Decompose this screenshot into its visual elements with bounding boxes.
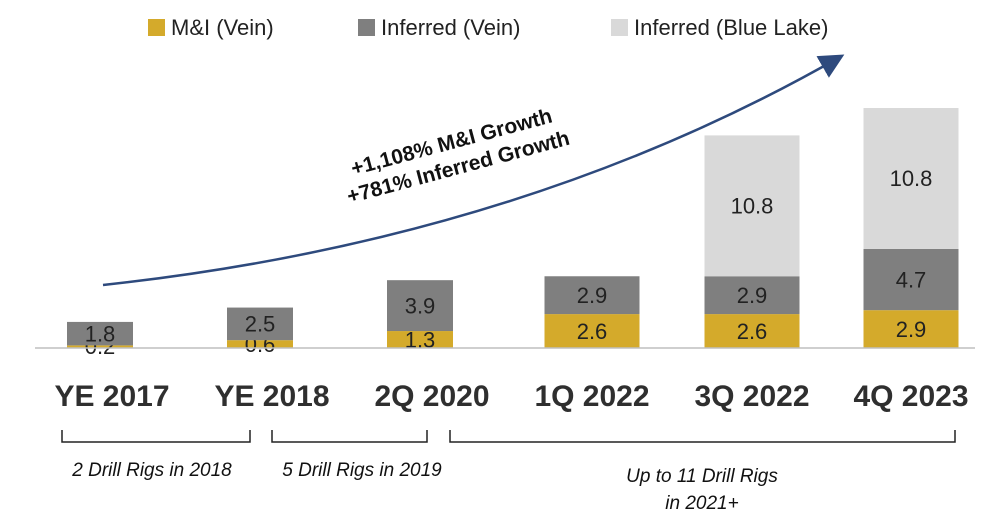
bar-segment [67, 345, 133, 348]
value-label: 2.6 [577, 319, 608, 344]
legend-swatch [148, 19, 165, 36]
x-tick-label: YE 2018 [214, 380, 329, 413]
value-label: 2.6 [737, 319, 768, 344]
x-tick-label: 4Q 2023 [853, 380, 968, 413]
note: in 2021+ [665, 493, 738, 514]
bracket [61, 430, 251, 443]
legend-swatch [358, 19, 375, 36]
x-tick-label: 1Q 2022 [534, 380, 649, 413]
bracket [271, 430, 428, 443]
legend-label: Inferred (Vein) [381, 15, 520, 40]
value-label: 10.8 [890, 166, 933, 191]
bar-segment [227, 307, 293, 341]
bar-segment [863, 108, 959, 249]
growth-arrow [102, 54, 845, 287]
bar-segment [863, 310, 959, 348]
bracket [449, 430, 956, 443]
bar-segment [704, 135, 800, 277]
value-label: 2.9 [896, 317, 927, 342]
bar-segment [387, 331, 453, 348]
bar-segment [544, 314, 640, 348]
bar-segment [704, 276, 800, 315]
bar-segment [67, 321, 133, 346]
x-tick-label: YE 2017 [54, 380, 169, 413]
bar-segment [227, 340, 293, 348]
value-label: 10.8 [731, 194, 774, 219]
value-label: 4.7 [896, 267, 927, 292]
note: Up to 11 Drill Rigs [626, 466, 778, 487]
bar-segment [387, 280, 453, 332]
value-label: 2.5 [245, 312, 276, 337]
x-tick-label: 2Q 2020 [374, 380, 489, 413]
legend-label: M&I (Vein) [171, 15, 274, 40]
note: 2 Drill Rigs in 2018 [71, 460, 232, 481]
bar-segment [863, 248, 959, 311]
bar-segment [704, 314, 800, 348]
legend-swatch [611, 19, 628, 36]
value-label: 1.8 [85, 321, 116, 346]
value-label: 2.9 [737, 283, 768, 308]
value-label: 2.9 [577, 283, 608, 308]
legend-label: Inferred (Blue Lake) [634, 15, 828, 40]
bar-segment [544, 276, 640, 315]
value-label: 3.9 [405, 293, 436, 318]
x-tick-label: 3Q 2022 [694, 380, 809, 413]
note: 5 Drill Rigs in 2019 [282, 460, 442, 481]
